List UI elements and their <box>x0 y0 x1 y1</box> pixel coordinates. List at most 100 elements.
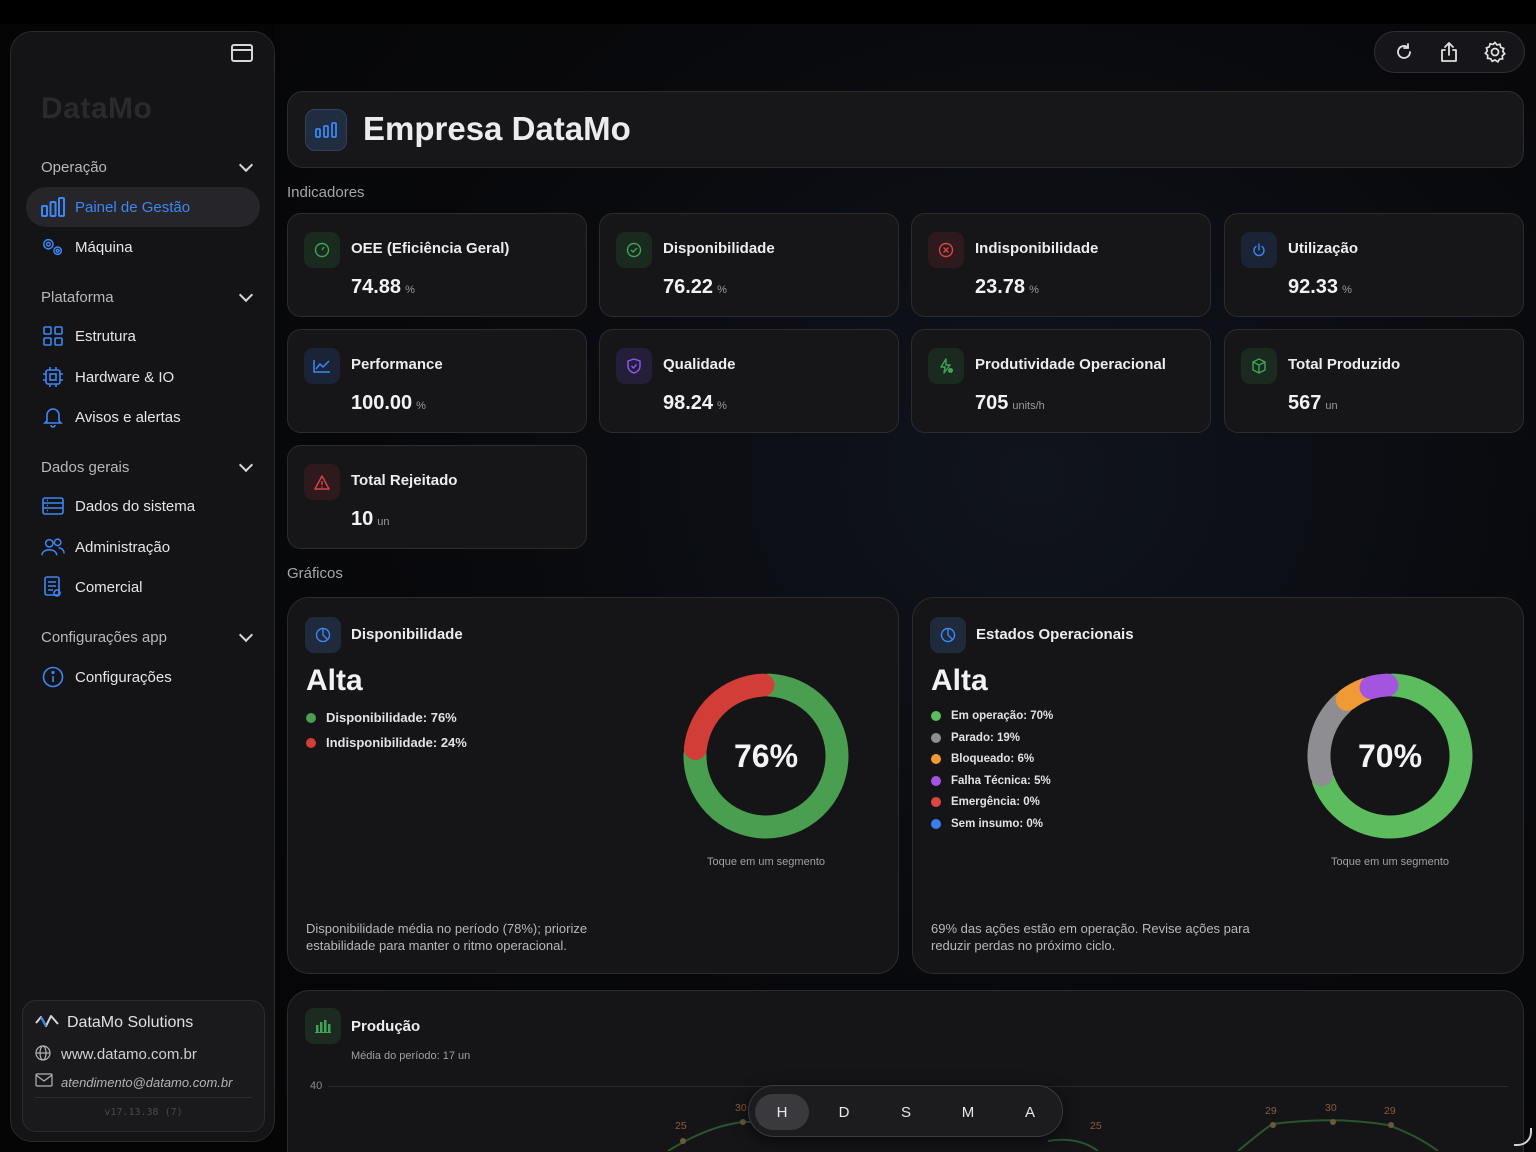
data-point <box>1388 1122 1394 1128</box>
legend-dot <box>306 737 316 748</box>
kpi-label: Qualidade <box>663 356 736 373</box>
sidebar-item-administracao[interactable]: Administração <box>26 527 260 567</box>
period-option-s[interactable]: S <box>900 1103 911 1121</box>
legend-label: Emergência: 0% <box>951 796 1040 808</box>
gears-icon <box>41 235 65 259</box>
chart-card-estados-operacionais: Estados Operacionais Alta Em operação: 7… <box>912 597 1524 974</box>
page-title: Empresa DataMo <box>363 110 631 147</box>
chart-title: Produção <box>351 1018 421 1035</box>
kpi-label: Disponibilidade <box>663 240 775 257</box>
donut-chart[interactable]: 76% <box>676 666 856 846</box>
kpi-card-oee[interactable]: OEE (Eficiência Geral) 74.88% <box>287 213 587 317</box>
chart-insight: Disponibilidade média no período (78%); … <box>306 921 588 953</box>
legend-dot <box>931 818 941 829</box>
bar-chart-icon <box>305 109 347 151</box>
section-title-indicadores: Indicadores <box>287 184 365 201</box>
mail-icon <box>35 1073 53 1091</box>
legend-label: Parado: 19% <box>951 731 1021 744</box>
kpi-card-total-produzido[interactable]: Total Produzido 567 un <box>1224 329 1524 433</box>
sidebar-item-label: Estrutura <box>75 327 136 345</box>
donut-center-label: 70% <box>1358 738 1422 774</box>
footer-website-link[interactable]: www.datamo.com.br <box>35 1045 197 1063</box>
donut-segment[interactable] <box>1307 691 1354 787</box>
sidebar-item-label: Painel de Gestão <box>75 198 191 216</box>
legend-item[interactable]: Bloqueado: 6% <box>931 753 1053 765</box>
share-icon[interactable] <box>1434 37 1464 67</box>
donut-segment[interactable] <box>1359 673 1399 700</box>
refresh-icon[interactable] <box>1389 37 1419 67</box>
period-option-d[interactable]: D <box>838 1103 850 1121</box>
period-option-m[interactable]: M <box>961 1103 975 1121</box>
sidebar-item-hardware-io[interactable]: Hardware & IO <box>26 357 260 397</box>
pie-chart-icon <box>305 617 341 653</box>
footer-email-link[interactable]: atendimento@datamo.com.br <box>35 1073 232 1091</box>
sidebar-item-avisos-alertas[interactable]: Avisos e alertas <box>26 397 260 437</box>
period-option-a[interactable]: A <box>1024 1103 1035 1121</box>
kpi-label: Indisponibilidade <box>975 240 1099 257</box>
legend-item[interactable]: Sem insumo: 0% <box>931 818 1053 830</box>
section-dados-gerais[interactable]: Dados gerais <box>41 457 254 476</box>
production-line-chart[interactable]: 25 30 25 29 30 29 <box>288 1091 1524 1151</box>
kpi-card-total-rejeitado[interactable]: Total Rejeitado 10 un <box>287 445 587 549</box>
section-operacao[interactable]: Operação <box>41 157 254 176</box>
point-label: 30 <box>1325 1102 1337 1114</box>
period-option-h[interactable]: H <box>755 1094 809 1130</box>
kpi-value: 10 un <box>351 508 390 530</box>
sidebar-item-dados-do-sistema[interactable]: Dados do sistema <box>26 486 260 526</box>
section-label: Operação <box>41 159 107 176</box>
sidebar-item-painel-de-gestao[interactable]: Painel de Gestão <box>26 187 260 227</box>
top-band <box>0 0 1536 24</box>
kpi-value: 23.78% <box>975 276 1039 298</box>
data-point <box>1330 1119 1336 1125</box>
settings-icon[interactable] <box>1480 37 1510 67</box>
footer-brand: DataMo Solutions <box>35 1013 193 1033</box>
donut-segment[interactable] <box>683 673 849 839</box>
point-label: 30 <box>735 1102 747 1114</box>
kpi-card-disponibilidade[interactable]: Disponibilidade 76.22% <box>599 213 899 317</box>
legend-item[interactable]: Em operação: 70% <box>931 710 1053 722</box>
donut-segment[interactable] <box>683 673 775 760</box>
sidebar-item-estrutura[interactable]: Estrutura <box>26 316 260 356</box>
legend-dot <box>306 712 316 723</box>
legend-label: Indisponibilidade: 24% <box>326 735 467 750</box>
kpi-card-indisponibilidade[interactable]: Indisponibilidade 23.78% <box>911 213 1211 317</box>
chart-card-disponibilidade: Disponibilidade Alta Disponibilidade: 76… <box>287 597 899 974</box>
chevron-down-icon <box>238 157 254 173</box>
resize-handle-icon[interactable] <box>1514 1128 1532 1146</box>
kpi-card-produtividade[interactable]: Produtividade Operacional 705 units/h <box>911 329 1211 433</box>
legend-item[interactable]: Indisponibilidade: 24% <box>306 735 467 750</box>
users-icon <box>41 535 65 559</box>
app-version: v17.13.38 (7) <box>104 1107 183 1118</box>
sidebar-item-label: Dados do sistema <box>75 497 196 515</box>
sidebar-item-maquina[interactable]: Máquina <box>26 227 260 267</box>
legend-item[interactable]: Disponibilidade: 76% <box>306 710 467 725</box>
kpi-label: OEE (Eficiência Geral) <box>351 240 510 257</box>
legend-dot <box>931 797 941 807</box>
section-label: Dados gerais <box>41 459 130 476</box>
database-icon <box>41 494 65 518</box>
legend-item[interactable]: Falha Técnica: 5% <box>931 775 1053 787</box>
section-configuracoes-app[interactable]: Configurações app <box>41 627 254 646</box>
legend-label: Em operação: 70% <box>951 710 1054 722</box>
pie-chart-icon <box>930 617 966 653</box>
section-plataforma[interactable]: Plataforma <box>41 287 254 306</box>
kpi-card-qualidade[interactable]: Qualidade 98.24% <box>599 329 899 433</box>
sidebar-item-configuracoes[interactable]: Configurações <box>26 657 260 697</box>
legend-item[interactable]: Emergência: 0% <box>931 796 1053 808</box>
donut-chart[interactable]: 70% <box>1300 666 1480 846</box>
donut-segment[interactable] <box>1311 673 1473 839</box>
period-selector: H D S M A <box>748 1085 1063 1137</box>
trend-icon <box>304 348 340 384</box>
kpi-card-performance[interactable]: Performance 100.00% <box>287 329 587 433</box>
legend-item[interactable]: Parado: 19% <box>931 732 1053 744</box>
sidebar-item-label: Administração <box>75 538 171 556</box>
point-label: 25 <box>1090 1120 1102 1132</box>
sidebar-toggle-icon[interactable] <box>231 44 253 62</box>
legend-label: Sem insumo: 0% <box>951 817 1044 830</box>
legend-label: Disponibilidade: 76% <box>326 710 457 725</box>
point-label: 29 <box>1265 1105 1277 1117</box>
kpi-card-utilizacao[interactable]: Utilização 92.33% <box>1224 213 1524 317</box>
sidebar-item-comercial[interactable]: Comercial <box>26 567 260 607</box>
bolt-icon <box>928 348 964 384</box>
chart-title: Estados Operacionais <box>976 626 1134 643</box>
